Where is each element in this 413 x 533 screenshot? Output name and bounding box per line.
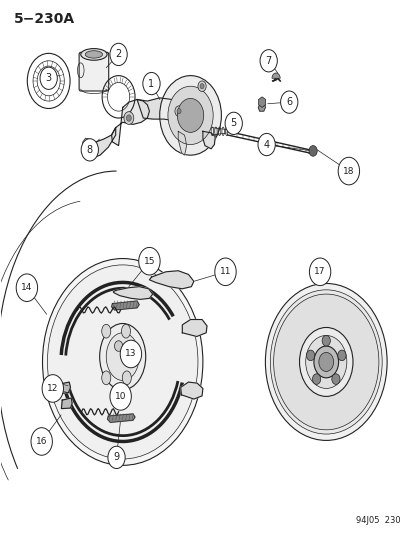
Circle shape — [214, 258, 236, 286]
Text: 9: 9 — [113, 453, 119, 463]
Circle shape — [126, 115, 131, 121]
Circle shape — [81, 139, 98, 161]
Text: 14: 14 — [21, 283, 33, 292]
Text: 94J05  230: 94J05 230 — [355, 516, 399, 525]
Circle shape — [128, 346, 137, 357]
Polygon shape — [149, 271, 193, 289]
Circle shape — [299, 327, 352, 397]
Ellipse shape — [102, 324, 111, 338]
Circle shape — [306, 350, 314, 361]
Circle shape — [108, 446, 125, 469]
Text: 5: 5 — [230, 118, 236, 128]
Text: 16: 16 — [36, 437, 47, 446]
Text: 7: 7 — [265, 56, 271, 66]
Polygon shape — [83, 138, 93, 155]
Polygon shape — [107, 414, 135, 422]
Circle shape — [31, 427, 52, 455]
Text: 6: 6 — [285, 97, 292, 107]
Wedge shape — [271, 73, 280, 78]
Polygon shape — [58, 382, 70, 394]
Circle shape — [120, 340, 141, 368]
Text: 11: 11 — [219, 268, 231, 276]
Ellipse shape — [102, 371, 111, 385]
Circle shape — [259, 50, 277, 72]
Text: 10: 10 — [115, 392, 126, 401]
Circle shape — [312, 374, 320, 384]
Circle shape — [308, 146, 316, 156]
Polygon shape — [112, 301, 139, 310]
Text: 17: 17 — [313, 268, 325, 276]
Text: 2: 2 — [115, 50, 121, 59]
Circle shape — [110, 43, 127, 66]
Text: 13: 13 — [125, 350, 136, 359]
Polygon shape — [258, 103, 265, 111]
Polygon shape — [202, 131, 215, 149]
Circle shape — [176, 109, 180, 114]
Circle shape — [280, 91, 297, 114]
Text: 3: 3 — [45, 73, 52, 83]
Text: 8: 8 — [87, 145, 93, 155]
Circle shape — [309, 258, 330, 286]
Polygon shape — [90, 127, 115, 158]
Polygon shape — [112, 100, 149, 146]
Circle shape — [318, 352, 333, 372]
Circle shape — [265, 284, 386, 440]
Circle shape — [337, 350, 345, 361]
Circle shape — [114, 341, 122, 351]
Circle shape — [40, 67, 57, 90]
Circle shape — [16, 274, 38, 302]
Ellipse shape — [106, 333, 139, 381]
Circle shape — [273, 294, 378, 430]
Circle shape — [175, 106, 183, 116]
Text: 12: 12 — [47, 384, 58, 393]
Circle shape — [270, 290, 381, 434]
Polygon shape — [137, 98, 185, 120]
Circle shape — [331, 374, 339, 384]
Circle shape — [110, 383, 131, 410]
Circle shape — [337, 157, 359, 185]
Circle shape — [225, 112, 242, 134]
Text: 4: 4 — [263, 140, 269, 150]
Text: 15: 15 — [143, 257, 155, 265]
Circle shape — [313, 346, 338, 378]
Circle shape — [321, 335, 330, 346]
Ellipse shape — [100, 324, 145, 390]
Ellipse shape — [121, 324, 130, 338]
Circle shape — [138, 247, 160, 275]
Ellipse shape — [122, 371, 131, 385]
Circle shape — [197, 81, 206, 92]
Polygon shape — [180, 382, 202, 399]
Circle shape — [43, 259, 202, 465]
Polygon shape — [182, 319, 206, 336]
Ellipse shape — [85, 51, 102, 58]
Circle shape — [168, 86, 213, 144]
Circle shape — [47, 265, 197, 459]
FancyBboxPatch shape — [79, 52, 109, 91]
Circle shape — [305, 335, 346, 389]
Circle shape — [142, 72, 160, 95]
Polygon shape — [61, 398, 72, 409]
Polygon shape — [178, 131, 186, 155]
Text: 18: 18 — [342, 166, 354, 175]
Circle shape — [123, 112, 133, 124]
Circle shape — [199, 84, 204, 89]
Text: 5−230A: 5−230A — [14, 12, 75, 26]
Circle shape — [42, 375, 63, 402]
Ellipse shape — [81, 49, 107, 60]
Circle shape — [257, 133, 275, 156]
Circle shape — [159, 76, 221, 155]
Circle shape — [177, 99, 203, 132]
Polygon shape — [113, 287, 152, 300]
Text: 1: 1 — [148, 78, 154, 88]
